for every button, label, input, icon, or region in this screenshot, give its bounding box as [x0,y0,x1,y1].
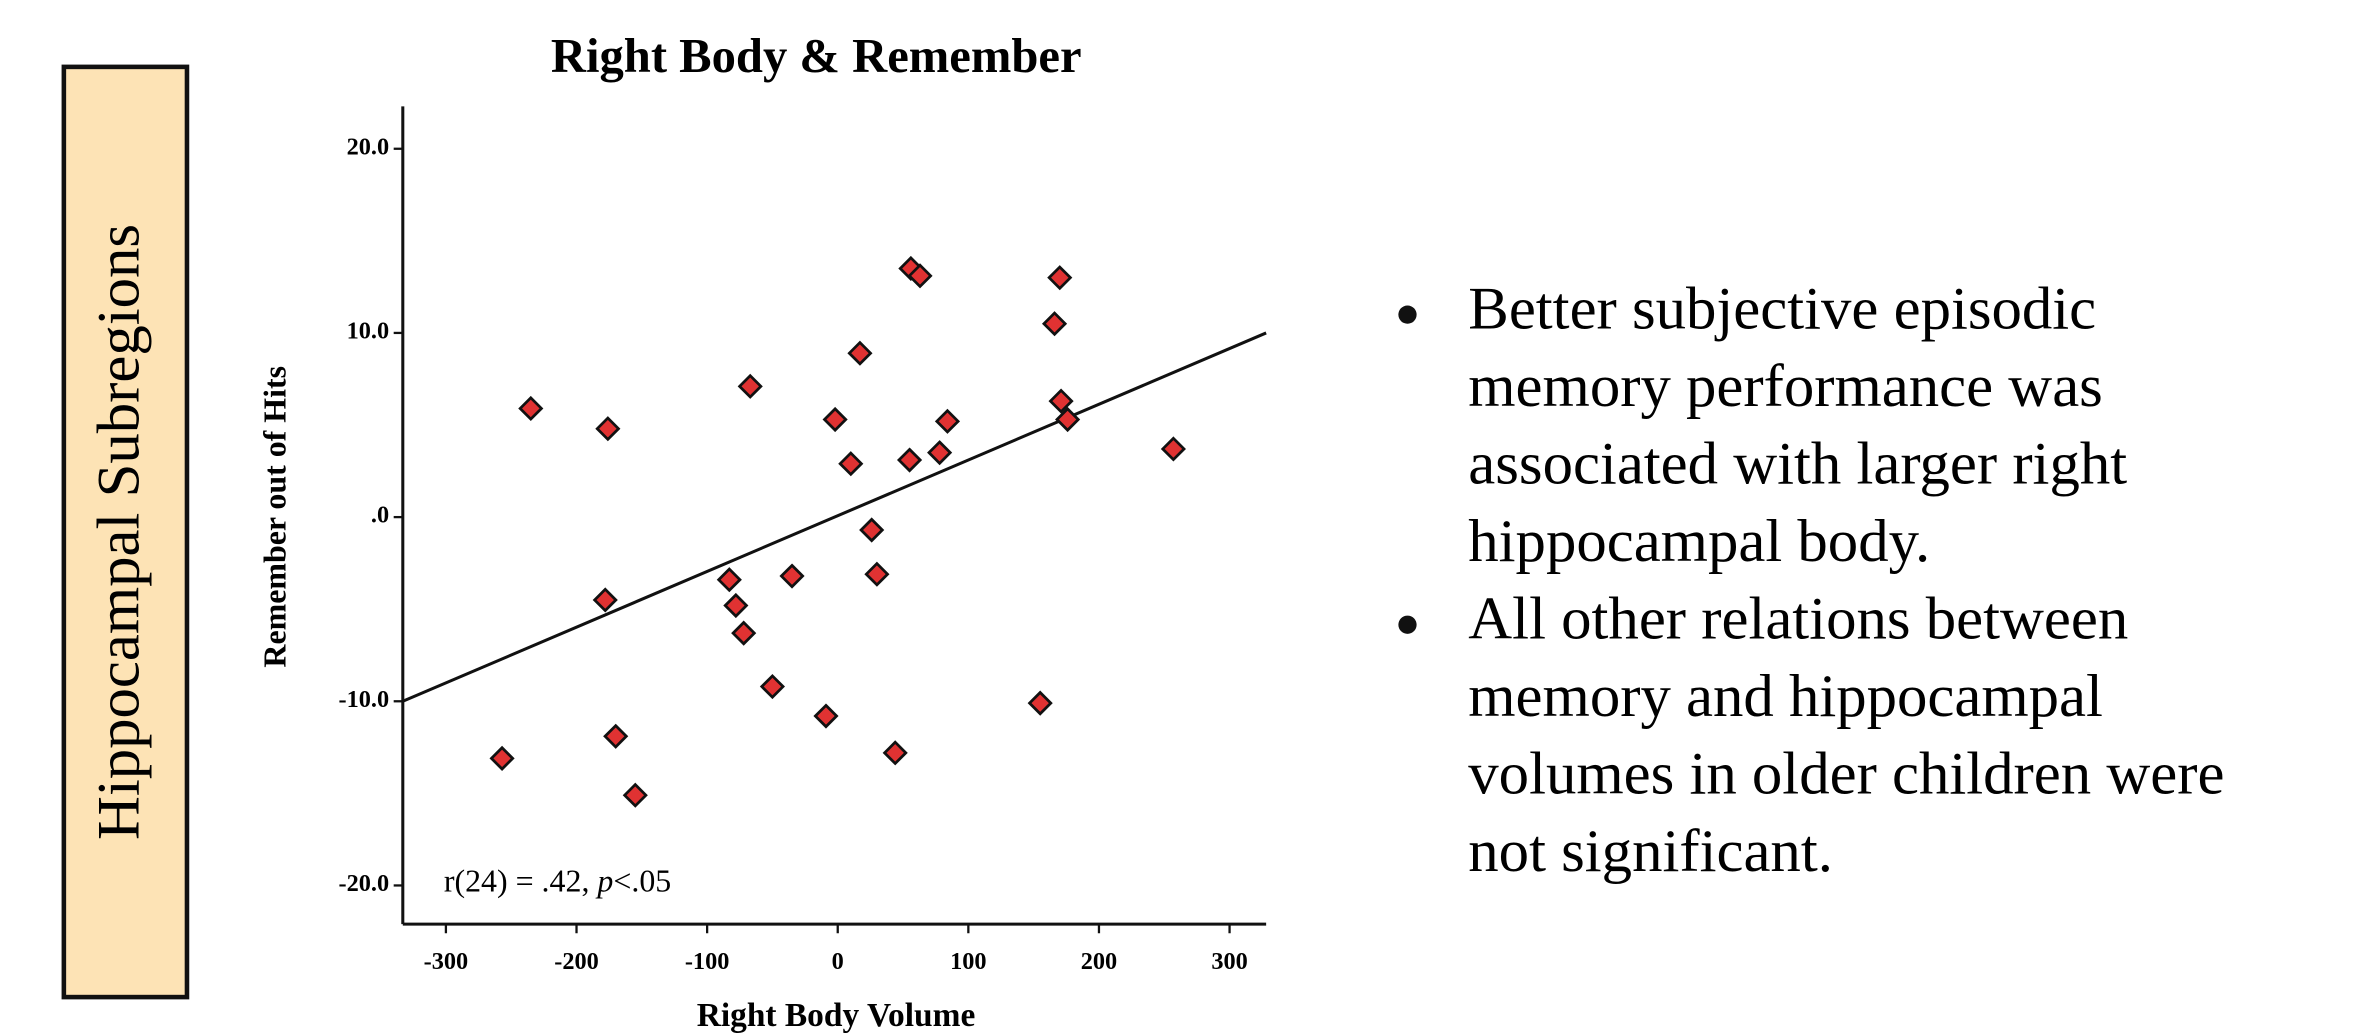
y-tick-label: .0 [371,502,389,529]
point [723,592,749,619]
annotation: r(24) = .42, p<.05 [444,864,671,899]
y-tick-label: 20.0 [347,133,390,160]
y-tick-label: -20.0 [338,870,389,897]
point [759,673,786,700]
bullet-text: All other relations between [1468,586,2128,653]
y-tick-label: 10.0 [347,318,390,345]
fit-line [402,331,1267,703]
point [838,451,864,477]
point [1055,406,1081,433]
x-tick-label: 300 [1211,948,1247,975]
point [934,408,961,434]
point [896,447,923,473]
point [813,703,839,729]
bullet-text: volumes in older children were [1468,741,2224,808]
annotation-part: p [595,864,613,899]
x-tick-label: 0 [832,948,844,975]
chart-title: Right Body & Remember [551,29,1082,83]
point [847,340,873,366]
annotation-part: r(24) = .42, [444,864,598,899]
annotation-part: <.05 [613,864,671,899]
point [489,745,515,771]
x-tick-label: 100 [950,948,986,975]
point [882,740,908,766]
point [1041,311,1068,337]
bullet-dot [1398,615,1417,634]
x-tick-label: -300 [424,948,469,975]
sidebar-label: Hippocampal Subregions [86,224,153,840]
point [518,395,544,422]
point [822,406,848,433]
bullet-list: Better subjective episodic memory perform… [1398,276,2224,885]
point [864,561,890,587]
point [907,263,933,289]
bullet-text: not significant. [1468,818,1833,885]
point [859,517,885,543]
point [1048,388,1074,414]
point [737,373,763,399]
y-axis-label: Remember out of Hits [257,366,292,668]
point [779,563,805,589]
point [603,723,629,749]
point [1047,265,1073,291]
bullet-text: Better subjective episodic [1468,276,2096,343]
bullet-dot [1398,305,1417,324]
sidebar-box [61,64,190,1000]
x-tick-label: 200 [1081,948,1117,975]
point [716,567,742,593]
point [1027,690,1053,716]
x-tick-label: -200 [554,948,599,975]
x-tick-label: -100 [685,948,730,975]
point [622,782,648,808]
point [592,587,618,613]
bullet-text: hippocampal body. [1468,508,1930,575]
bullet-text: memory performance was [1468,353,2103,420]
point [1160,436,1186,462]
bullet-text: associated with larger right [1468,431,2127,498]
point [927,440,953,466]
y-tick-label: -10.0 [338,686,389,713]
point [731,620,757,646]
bullet-text: memory and hippocampal [1468,663,2103,730]
x-axis-label: Right Body Volume [697,997,976,1034]
point [595,416,621,442]
